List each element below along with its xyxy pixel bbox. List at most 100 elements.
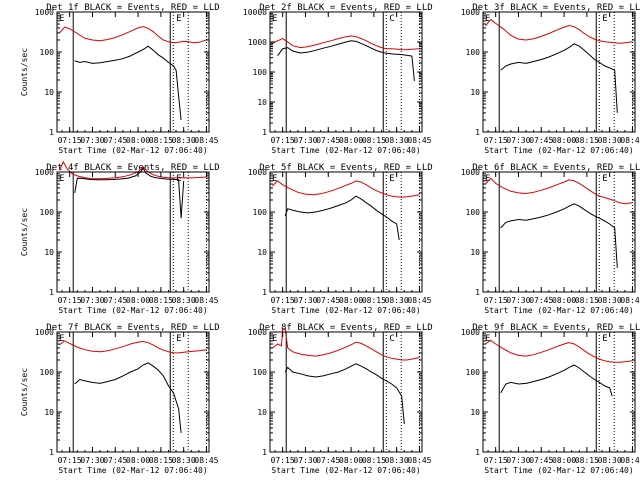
series-line-lld <box>272 180 420 198</box>
series-line-events <box>284 195 400 241</box>
y-tick-label: 1 <box>262 448 267 457</box>
corner-label-left: E <box>59 174 64 184</box>
x-axis-label: Start Time (02-Mar-12 07:06:40) <box>58 306 207 315</box>
x-tick-label: 08:00 <box>126 136 150 145</box>
series-line-events <box>74 45 182 121</box>
x-tick-label: 07:30 <box>506 456 530 465</box>
panel-title: Det 2f BLACK = Events, RED = LLD <box>259 3 432 13</box>
x-tick-label: 08:45 <box>194 136 218 145</box>
x-tick-label: 08:30 <box>172 456 196 465</box>
x-tick-label: 08:45 <box>194 296 218 305</box>
y-tick-label: 100 <box>40 48 55 57</box>
x-tick-label: 08:30 <box>598 456 622 465</box>
x-tick-label: 08:15 <box>362 456 386 465</box>
series-line-lld <box>485 339 633 363</box>
series-line-lld <box>59 340 207 354</box>
y-tick-label: 1000 <box>35 328 54 337</box>
y-tick-label: 100 <box>253 68 268 77</box>
x-tick-label: 08:45 <box>407 456 431 465</box>
x-tick-label: 08:15 <box>575 456 599 465</box>
x-tick-label: 07:15 <box>271 456 295 465</box>
y-tick-label: 100 <box>253 368 268 377</box>
plot-frame <box>56 11 210 133</box>
series-line-lld <box>272 35 420 51</box>
y-tick-label: 10 <box>470 248 480 257</box>
plot-frame <box>56 171 210 293</box>
y-axis-label: Counts/sec <box>20 208 29 256</box>
x-tick-label: 08:45 <box>620 136 640 145</box>
y-tick-label: 1 <box>475 448 480 457</box>
x-axis-label: Start Time (02-Mar-12 07:06:40) <box>484 306 633 315</box>
panel-title: Det 5f BLACK = Events, RED = LLD <box>259 163 432 173</box>
x-tick-label: 08:00 <box>552 456 576 465</box>
x-tick-label: 07:15 <box>484 296 508 305</box>
x-axis-label: Start Time (02-Mar-12 07:06:40) <box>484 146 633 155</box>
y-tick-label: 1000 <box>461 8 480 17</box>
x-tick-label: 08:30 <box>172 296 196 305</box>
y-tick-label: 100 <box>466 368 481 377</box>
x-tick-label: 07:45 <box>529 136 553 145</box>
plot-frame <box>482 171 636 293</box>
x-tick-label: 08:45 <box>407 296 431 305</box>
y-tick-label: 10 <box>257 408 267 417</box>
y-tick-label: 1 <box>49 128 54 137</box>
x-tick-label: 08:15 <box>362 136 386 145</box>
x-axis-label: Start Time (02-Mar-12 07:06:40) <box>271 466 420 475</box>
x-tick-label: 07:15 <box>484 456 508 465</box>
x-tick-label: 08:00 <box>339 296 363 305</box>
x-tick-label: 07:45 <box>316 136 340 145</box>
plot-frame <box>269 11 423 133</box>
corner-label-right: E <box>176 14 181 24</box>
x-tick-label: 07:45 <box>529 296 553 305</box>
x-tick-label: 07:45 <box>103 456 127 465</box>
y-tick-label: 1000 <box>248 168 267 177</box>
x-tick-label: 08:45 <box>407 136 431 145</box>
x-tick-label: 08:00 <box>126 456 150 465</box>
x-tick-label: 08:30 <box>598 296 622 305</box>
x-tick-label: 07:30 <box>80 296 104 305</box>
series-line-lld <box>59 26 207 44</box>
x-axis-label: Start Time (02-Mar-12 07:06:40) <box>271 306 420 315</box>
x-tick-label: 07:30 <box>506 136 530 145</box>
y-tick-label: 1000 <box>461 168 480 177</box>
y-tick-label: 1000 <box>35 8 54 17</box>
series-line-events <box>277 40 415 82</box>
y-tick-label: 10 <box>257 248 267 257</box>
series-line-events <box>284 363 405 425</box>
y-tick-label: 10 <box>44 88 54 97</box>
y-axis-label: Counts/sec <box>20 368 29 416</box>
series-line-events <box>74 167 185 219</box>
series-line-events <box>74 362 182 433</box>
x-tick-label: 08:30 <box>385 136 409 145</box>
y-tick-label: 10000 <box>243 8 267 17</box>
plot-frame <box>482 331 636 453</box>
corner-label-left: E <box>59 334 64 344</box>
y-axis-label: Counts/sec <box>20 48 29 96</box>
panel-title: Det 8f BLACK = Events, RED = LLD <box>259 323 432 333</box>
corner-label-right: E <box>176 334 181 344</box>
x-tick-label: 07:15 <box>271 136 295 145</box>
x-tick-label: 07:15 <box>58 136 82 145</box>
plot-frame <box>56 331 210 453</box>
corner-label-right: E <box>176 174 181 184</box>
x-tick-label: 08:45 <box>620 296 640 305</box>
x-tick-label: 07:30 <box>293 456 317 465</box>
x-tick-label: 08:30 <box>385 456 409 465</box>
x-tick-label: 08:15 <box>149 136 173 145</box>
x-tick-label: 07:30 <box>80 136 104 145</box>
y-tick-label: 1 <box>49 448 54 457</box>
corner-label-left: E <box>272 14 277 24</box>
corner-label-right: E <box>602 174 607 184</box>
plot-frame <box>482 11 636 133</box>
y-tick-label: 1 <box>262 128 267 137</box>
x-tick-label: 08:00 <box>552 136 576 145</box>
series-line-lld <box>272 328 420 361</box>
y-tick-label: 100 <box>466 48 481 57</box>
